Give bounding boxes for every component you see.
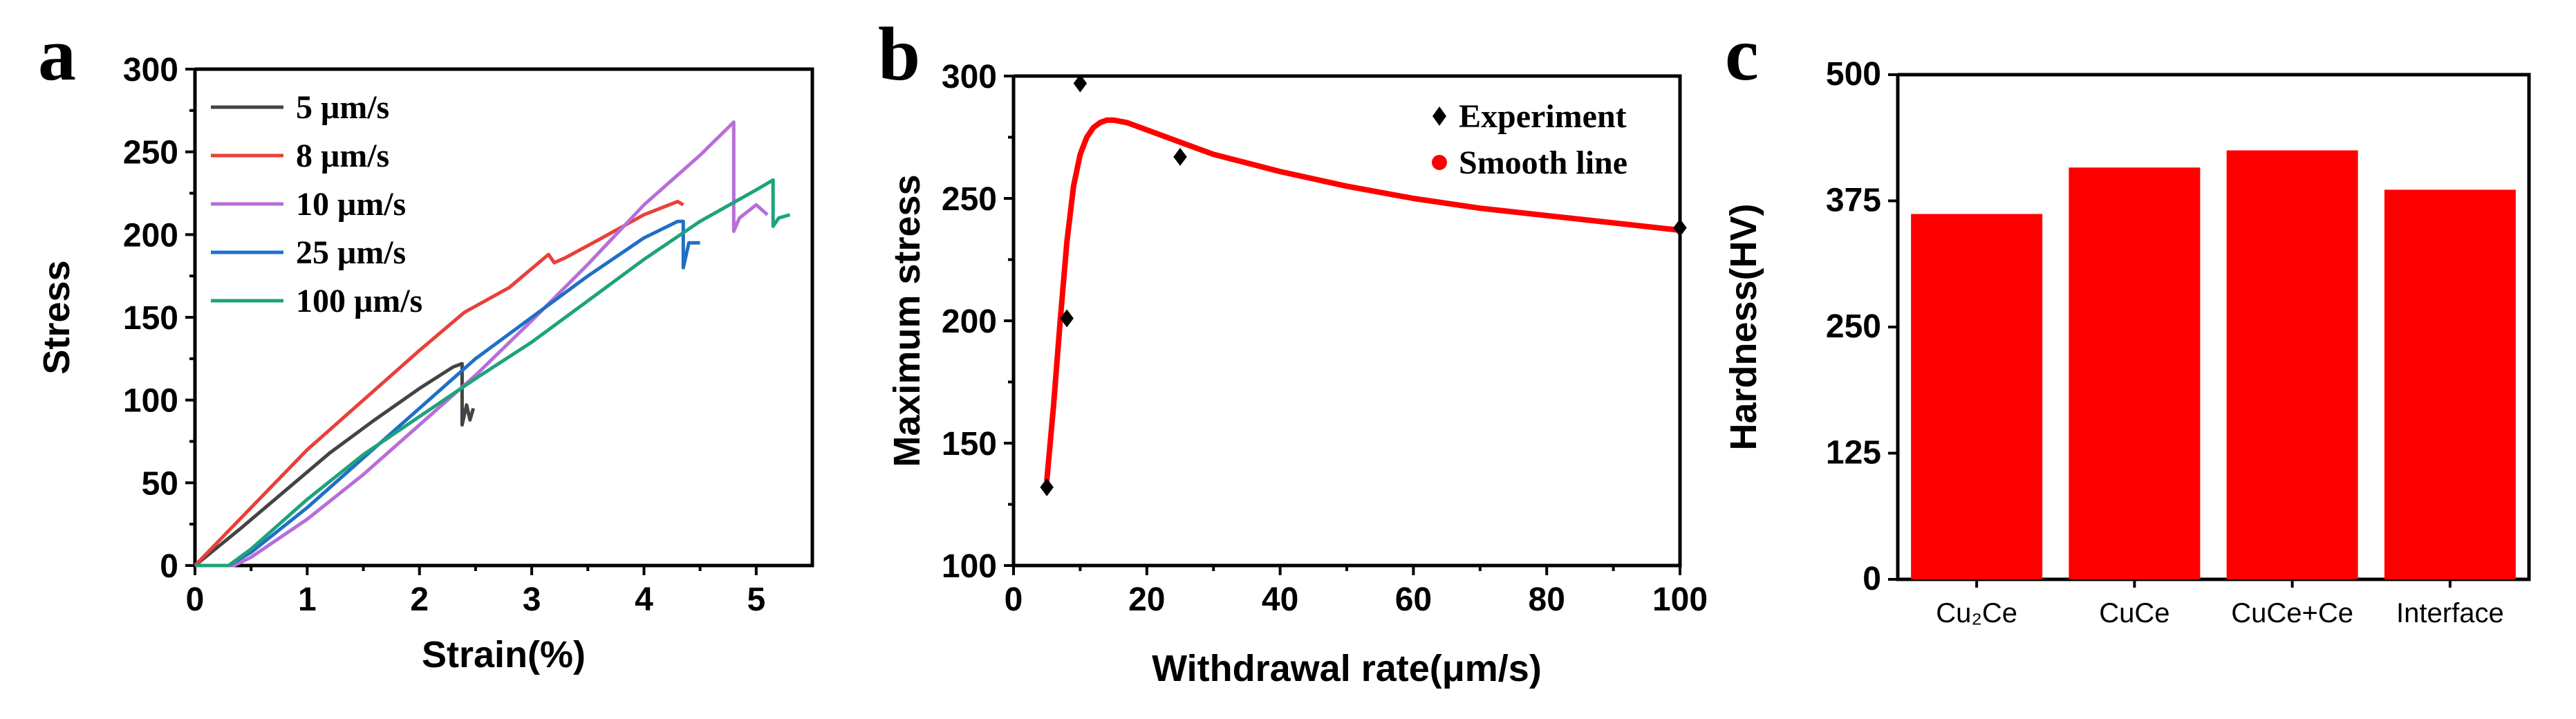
chart-b-legend-experiment-marker (1432, 106, 1446, 126)
chart-a-x-tick-label: 0 (186, 581, 205, 618)
chart-a-legend-label: 8 μm/s (296, 138, 389, 174)
chart-a-y-tick-label: 300 (123, 52, 178, 88)
chart-b-experiment-point (1173, 147, 1187, 166)
chart-a-y-axis-title: Stress (36, 260, 77, 374)
chart-c-y-tick-label: 125 (1826, 435, 1881, 471)
chart-b-x-tick-label: 80 (1529, 581, 1565, 618)
chart-a-x-tick-label: 2 (410, 581, 429, 618)
chart-b-y-tick-label: 200 (942, 304, 997, 340)
chart-b-y-tick-label: 300 (942, 59, 997, 95)
chart-a-series-line (194, 362, 476, 567)
chart-b-experiment-point (1060, 309, 1074, 328)
chart-a-series-line (194, 200, 684, 567)
chart-a-x-tick-label: 5 (747, 581, 765, 618)
chart-b-legend-smooth-marker (1432, 155, 1447, 170)
chart-a-legend-label: 5 μm/s (296, 89, 389, 126)
chart-b-y-axis-title: Maximum stress (886, 174, 928, 467)
chart-b: 100 150 200 250 300 0 20 40 60 80 100 Maximum stres… (886, 59, 1708, 689)
chart-a-legend-label: 25 μm/s (296, 234, 406, 271)
chart-b-x-tick-label: 0 (1005, 581, 1023, 618)
panel-label-b: b (878, 12, 920, 96)
chart-a-series-line (195, 219, 700, 568)
chart-b-x-axis-title: Withdrawal rate(μm/s) (1152, 648, 1542, 689)
chart-a-legend-label: 100 μm/s (296, 283, 422, 319)
chart-b-experiment-point (1073, 74, 1088, 93)
chart-b-x-tick-label: 100 (1652, 581, 1708, 618)
chart-a-legend-label: 10 μm/s (296, 186, 406, 223)
chart-c-y-tick-label: 500 (1826, 56, 1881, 93)
chart-a-x-tick-label: 4 (635, 581, 653, 618)
chart-a-y-tick-label: 200 (123, 217, 178, 254)
chart-a-axes-frame (193, 67, 814, 568)
chart-c-category-label: CuCe (2099, 598, 2169, 628)
chart-b-smooth-line (1044, 117, 1683, 483)
panel-label-a: a (38, 12, 76, 96)
chart-a-series-line (195, 178, 791, 568)
chart-c-bar (2069, 167, 2201, 579)
chart-a-series-line (195, 120, 769, 568)
chart-a-y-tick-label: 50 (142, 465, 178, 502)
chart-b-experiment-point (1673, 218, 1687, 237)
chart-b-x-tick-label: 20 (1128, 581, 1165, 618)
chart-c-y-tick-label: 250 (1826, 308, 1881, 345)
chart-a-x-tick-label: 3 (523, 581, 541, 618)
chart-c: 0 125 250 375 500 Hardness(HV) Cu₂Ce CuCe CuCe+C… (1723, 56, 2531, 628)
chart-c-axes-frame (1896, 73, 2531, 581)
chart-b-legend-label: Experiment (1459, 98, 1627, 135)
chart-a-y-tick-label: 0 (160, 548, 178, 585)
chart-c-y-tick-label: 375 (1826, 183, 1881, 219)
chart-c-bar (1911, 214, 2043, 580)
chart-b-y-tick-label: 100 (942, 548, 997, 585)
chart-a-x-axis-title: Strain(%) (422, 634, 586, 675)
chart-c-category-label: Interface (2396, 598, 2504, 628)
chart-b-legend-label: Smooth line (1459, 144, 1627, 181)
chart-c-bar (2226, 150, 2358, 579)
chart-c-y-tick-label: 0 (1863, 561, 1881, 597)
chart-b-y-tick-label: 250 (942, 181, 997, 218)
chart-b-x-tick-label: 60 (1395, 581, 1432, 618)
chart-a-y-tick-label: 150 (123, 300, 178, 337)
chart-b-x-tick-label: 40 (1262, 581, 1298, 618)
chart-a-x-tick-label: 1 (298, 581, 317, 618)
chart-c-category-label: CuCe+Ce (2231, 598, 2353, 628)
chart-a-y-tick-label: 250 (123, 135, 178, 171)
chart-a: 0 50 100 150 200 250 300 0 1 2 3 4 5 Stress Strain(%) 5… (36, 52, 814, 675)
chart-b-experiment-point (1040, 478, 1054, 496)
chart-c-y-axis-title: Hardness(HV) (1723, 203, 1764, 450)
chart-a-y-tick-label: 100 (123, 383, 178, 420)
panel-label-c: c (1725, 12, 1759, 96)
chart-c-category-label: Cu₂Ce (1936, 598, 2017, 628)
chart-c-bar (2384, 189, 2516, 579)
chart-b-y-tick-label: 150 (942, 426, 997, 463)
